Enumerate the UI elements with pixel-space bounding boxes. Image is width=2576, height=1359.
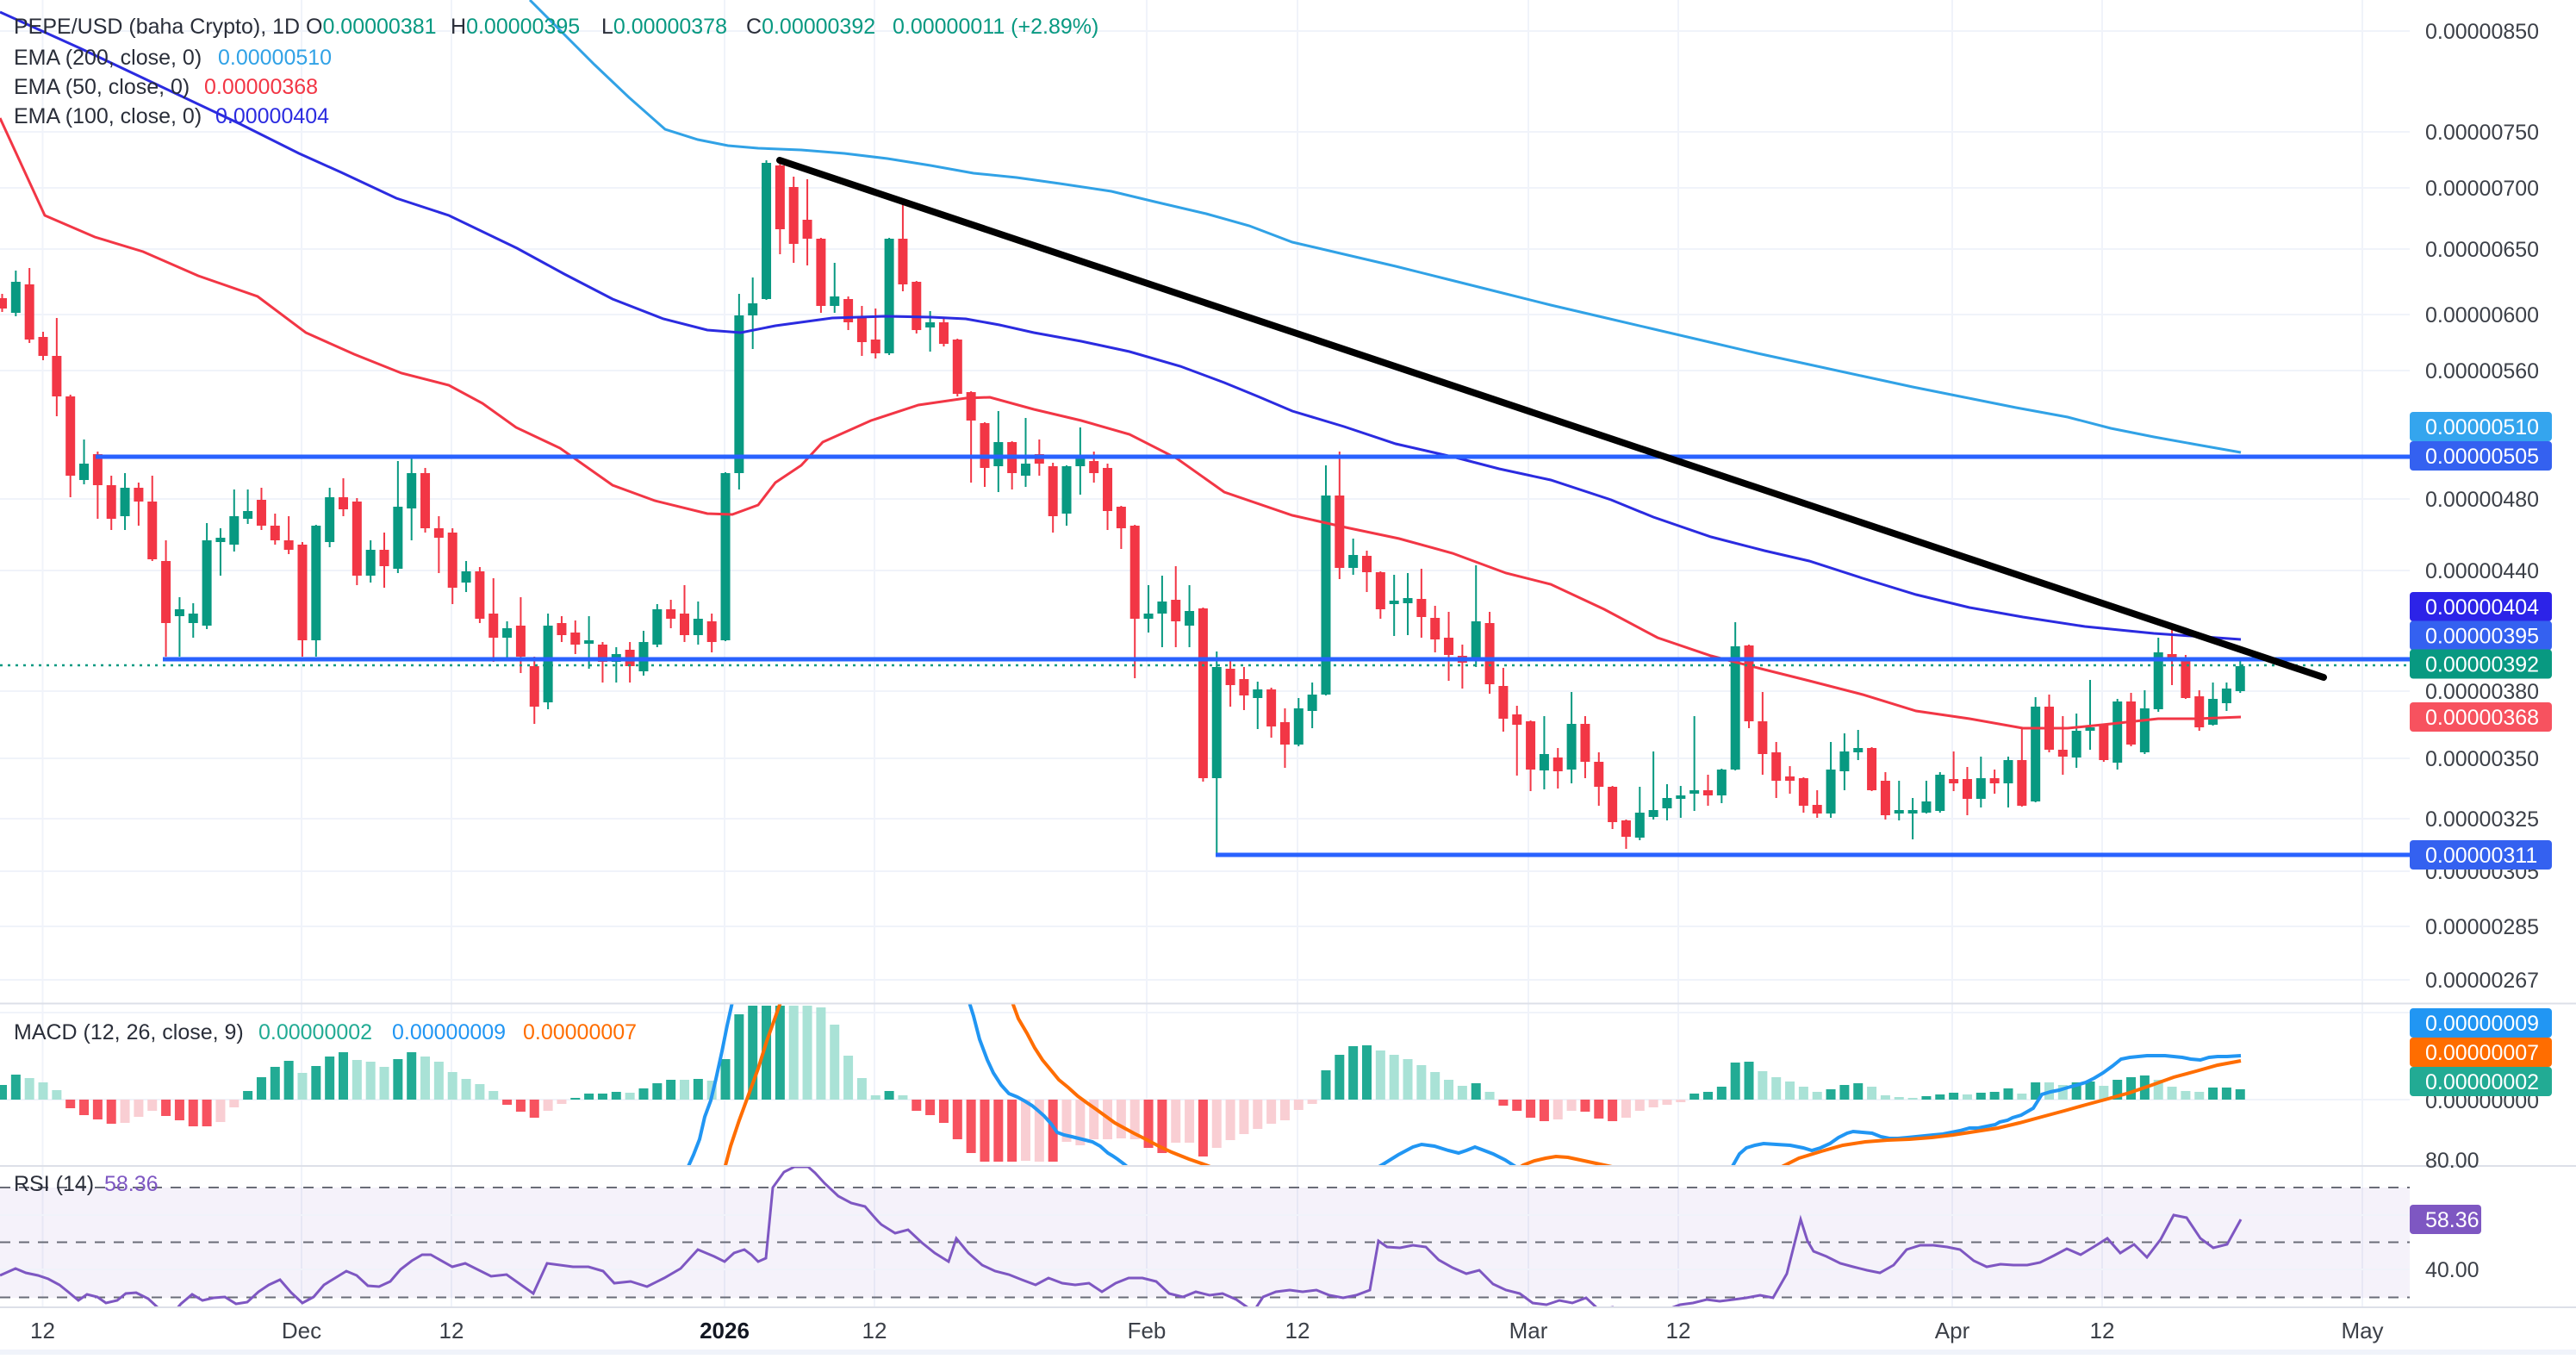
svg-text:0.00000002: 0.00000002 <box>2425 1070 2539 1094</box>
svg-text:Apr: Apr <box>1935 1318 1970 1343</box>
svg-text:0.00000700: 0.00000700 <box>2425 177 2539 201</box>
svg-text:0.00000311: 0.00000311 <box>2425 844 2537 868</box>
svg-text:0.00000510: 0.00000510 <box>2425 415 2539 439</box>
svg-text:0.00000404: 0.00000404 <box>2425 595 2539 620</box>
svg-text:0.00000392: 0.00000392 <box>2425 653 2539 677</box>
svg-text:0.00000850: 0.00000850 <box>2425 20 2539 44</box>
svg-text:2026: 2026 <box>700 1318 750 1343</box>
svg-text:Feb: Feb <box>1128 1318 1167 1343</box>
svg-text:EMA (200, close, 0)0.00000510: EMA (200, close, 0) 0.00000510 <box>14 46 332 70</box>
svg-text:40.00: 40.00 <box>2425 1258 2480 1282</box>
svg-text:12: 12 <box>862 1318 887 1343</box>
svg-text:12: 12 <box>2090 1318 2115 1343</box>
svg-text:0.00000267: 0.00000267 <box>2425 969 2539 993</box>
svg-text:0.00000350: 0.00000350 <box>2425 747 2539 771</box>
svg-text:58.36: 58.36 <box>2425 1208 2480 1232</box>
svg-text:MACD (12, 26, close, 9)0.00000: MACD (12, 26, close, 9) 0.00000002 0.00000… <box>14 1020 637 1044</box>
svg-text:0.00000285: 0.00000285 <box>2425 915 2539 939</box>
svg-text:0.00000750: 0.00000750 <box>2425 121 2539 145</box>
svg-text:0.00000505: 0.00000505 <box>2425 445 2539 469</box>
svg-text:0.00000325: 0.00000325 <box>2425 807 2539 832</box>
svg-text:12: 12 <box>30 1318 55 1343</box>
svg-text:12: 12 <box>439 1318 464 1343</box>
svg-text:0.00000380: 0.00000380 <box>2425 680 2539 704</box>
svg-text:0.00000650: 0.00000650 <box>2425 238 2539 262</box>
svg-text:Dec: Dec <box>282 1318 321 1343</box>
svg-text:0.00000600: 0.00000600 <box>2425 303 2539 327</box>
svg-text:RSI (14)58.36: RSI (14) 58.36 <box>14 1172 159 1196</box>
svg-text:EMA (50, close, 0)0.00000368: EMA (50, close, 0) 0.00000368 <box>14 75 318 99</box>
svg-text:0.00000440: 0.00000440 <box>2425 559 2539 583</box>
svg-text:0.00000009: 0.00000009 <box>2425 1012 2539 1036</box>
svg-text:May: May <box>2341 1318 2383 1343</box>
svg-text:0.00000368: 0.00000368 <box>2425 706 2539 730</box>
svg-text:0.00000480: 0.00000480 <box>2425 488 2539 512</box>
svg-text:Mar: Mar <box>1509 1318 1548 1343</box>
svg-text:12: 12 <box>1666 1318 1691 1343</box>
svg-text:0.00000007: 0.00000007 <box>2425 1041 2539 1065</box>
svg-text:12: 12 <box>1285 1318 1310 1343</box>
svg-text:EMA (100, close, 0)0.00000404: EMA (100, close, 0) 0.00000404 <box>14 104 329 128</box>
svg-text:80.00: 80.00 <box>2425 1149 2480 1173</box>
svg-text:0.00000395: 0.00000395 <box>2425 625 2539 649</box>
svg-text:0.00000560: 0.00000560 <box>2425 359 2539 383</box>
